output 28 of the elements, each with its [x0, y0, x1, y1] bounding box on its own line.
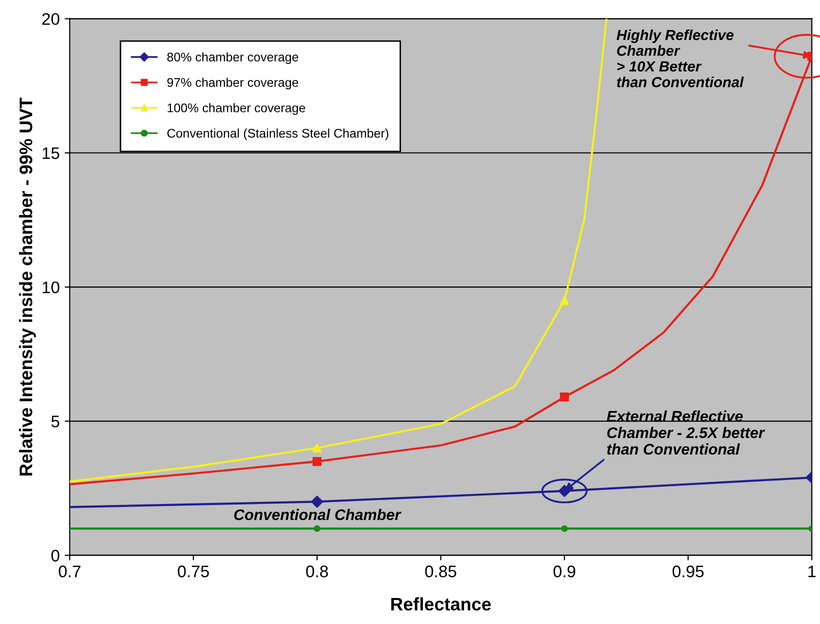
legend-label: 100% chamber coverage	[168, 103, 306, 115]
point	[312, 444, 322, 453]
x-tick-label: 0.7	[58, 566, 80, 578]
annotation: Highly Reflective Chamber > 10X Better than Conventional	[616, 29, 744, 88]
y-tick-label: 10	[42, 281, 60, 294]
point	[312, 456, 322, 466]
y-tick-label: 20	[42, 13, 60, 25]
x-axis-title: Reflectance	[391, 597, 491, 611]
legend-label: 80% chamber coverage	[167, 52, 298, 64]
annotation: Conventional Chamber	[234, 508, 402, 520]
legend-label: Conventional (Stainless Steel Chamber)	[167, 128, 388, 140]
legend-label: 97% chamber coverage	[167, 78, 298, 90]
x-tick-label: 0.85	[425, 566, 456, 578]
x-tick-label: 0.9	[554, 566, 576, 578]
x-tick-label: 0.75	[178, 566, 209, 578]
y-axis-title: Relative Intensity inside chamber - 99% UVT	[19, 98, 36, 476]
line-series	[70, 18, 608, 483]
y-tick-label: 15	[42, 147, 60, 160]
point	[560, 392, 569, 402]
y-tick-label: 5	[51, 416, 60, 428]
point	[314, 525, 320, 532]
point	[310, 496, 324, 508]
point	[560, 296, 569, 305]
point	[561, 525, 568, 532]
y-tick-label: 0	[51, 550, 60, 562]
x-tick-label: 1	[808, 566, 816, 578]
x-tick-label: 0.95	[672, 566, 704, 578]
x-tick-label: 0.8	[306, 566, 328, 578]
